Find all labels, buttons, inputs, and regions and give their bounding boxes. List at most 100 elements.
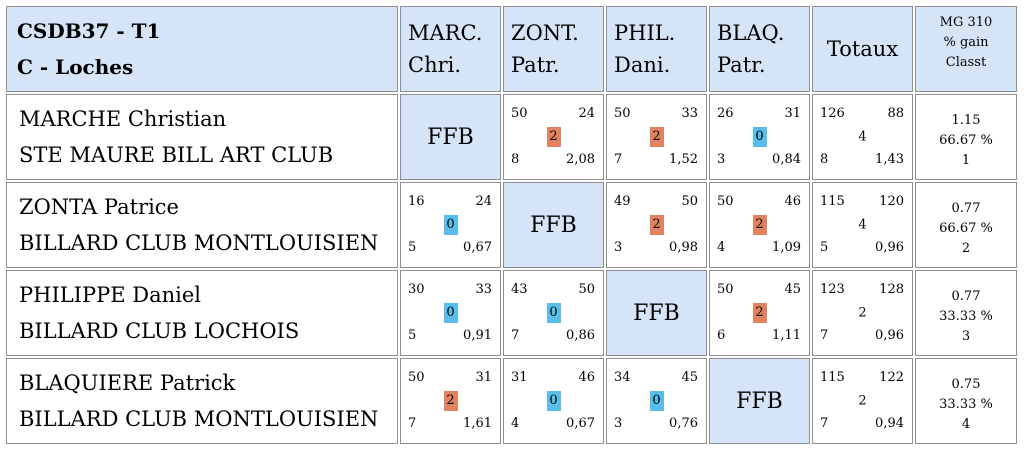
points-scored: 50	[717, 194, 734, 209]
average: 1,61	[463, 416, 492, 431]
points-conceded: 46	[578, 370, 595, 385]
total-average: 1,43	[875, 152, 904, 167]
total-average: 0,96	[875, 240, 904, 255]
match-points-badge: 0	[546, 391, 561, 411]
points-scored: 31	[511, 370, 528, 385]
win-percentage: 66.67 %	[939, 133, 993, 148]
column-header-line-2: Patr.	[511, 53, 560, 77]
innings: 3	[717, 152, 726, 167]
ffb-cell: FFB	[503, 182, 604, 268]
column-header-line-2: Chri.	[408, 53, 462, 77]
points-conceded: 45	[681, 370, 698, 385]
innings: 4	[511, 416, 520, 431]
match-cell: 50 46 2 4 1,09	[709, 182, 810, 268]
ffb-cell: FFB	[709, 358, 810, 444]
win-percentage: 66.67 %	[939, 221, 993, 236]
player-cell: MARCHE Christian STE MAURE BILL ART CLUB	[6, 94, 398, 180]
total-innings: 7	[820, 328, 829, 343]
totals-cell: 123 128 2 7 0,96	[812, 270, 913, 356]
match-points-badge: 0	[443, 303, 458, 323]
points-scored: 50	[717, 282, 734, 297]
stats-cell: 0.75 33.33 % 4	[915, 358, 1017, 444]
column-header-line-1: BLAQ.	[717, 21, 785, 45]
match-points-badge: 0	[752, 127, 767, 147]
column-header-line-1: ZONT.	[511, 21, 579, 45]
ranking: 2	[961, 241, 971, 256]
general-average: 0.75	[951, 377, 981, 392]
title-line-2: C - Loches	[17, 55, 134, 79]
innings: 5	[408, 240, 417, 255]
column-header-zont: ZONT. Patr.	[503, 6, 604, 92]
total-match-points: 4	[858, 129, 867, 145]
player-club: STE MAURE BILL ART CLUB	[19, 143, 334, 167]
stats-cell: 0.77 66.67 % 2	[915, 182, 1017, 268]
column-header-line-2: Dani.	[614, 53, 671, 77]
points-conceded: 33	[681, 106, 698, 121]
match-cell: 43 50 0 7 0,86	[503, 270, 604, 356]
total-points-conceded: 128	[879, 282, 904, 297]
title-line-1: CSDB37 - T1	[17, 19, 161, 43]
total-points-conceded: 122	[879, 370, 904, 385]
player-name: PHILIPPE Daniel	[19, 283, 201, 307]
ffb-label: FFB	[530, 212, 577, 238]
average: 1,09	[772, 240, 801, 255]
average: 0,67	[463, 240, 492, 255]
points-scored: 30	[408, 282, 425, 297]
column-header-mg: MG 310 % gain Classt	[915, 6, 1017, 92]
points-scored: 50	[614, 106, 631, 121]
points-conceded: 24	[578, 106, 595, 121]
match-cell: 16 24 0 5 0,67	[400, 182, 501, 268]
match-cell: 49 50 2 3 0,98	[606, 182, 707, 268]
ranking: 1	[961, 153, 971, 168]
match-cell: 30 33 0 5 0,91	[400, 270, 501, 356]
player-cell: BLAQUIERE Patrick BILLARD CLUB MONTLOUIS…	[6, 358, 398, 444]
win-percentage: 33.33 %	[939, 309, 993, 324]
player-cell: PHILIPPE Daniel BILLARD CLUB LOCHOIS	[6, 270, 398, 356]
points-scored: 50	[408, 370, 425, 385]
player-club: BILLARD CLUB MONTLOUISIEN	[19, 231, 379, 255]
ffb-cell: FFB	[606, 270, 707, 356]
match-cell: 50 24 2 8 2,08	[503, 94, 604, 180]
average: 0,76	[669, 416, 698, 431]
average: 0,91	[463, 328, 492, 343]
points-scored: 50	[511, 106, 528, 121]
points-conceded: 24	[475, 194, 492, 209]
match-cell: 50 33 2 7 1,52	[606, 94, 707, 180]
points-scored: 49	[614, 194, 631, 209]
match-points-badge: 0	[546, 303, 561, 323]
average: 0,84	[772, 152, 801, 167]
total-match-points: 2	[858, 393, 867, 409]
total-innings: 7	[820, 416, 829, 431]
totals-cell: 126 88 4 8 1,43	[812, 94, 913, 180]
total-innings: 5	[820, 240, 829, 255]
innings: 6	[717, 328, 726, 343]
column-header-totals: Totaux	[812, 6, 913, 92]
points-conceded: 45	[784, 282, 801, 297]
total-points-conceded: 88	[887, 106, 904, 121]
total-match-points: 2	[858, 305, 867, 321]
total-points-scored: 115	[820, 194, 845, 209]
points-conceded: 50	[578, 282, 595, 297]
ranking: 3	[961, 329, 971, 344]
column-header-phil: PHIL. Dani.	[606, 6, 707, 92]
total-points-scored: 115	[820, 370, 845, 385]
player-club: BILLARD CLUB LOCHOIS	[19, 319, 300, 343]
totals-cell: 115 122 2 7 0,94	[812, 358, 913, 444]
match-cell: 26 31 0 3 0,84	[709, 94, 810, 180]
total-match-points: 4	[858, 217, 867, 233]
ffb-label: FFB	[633, 300, 680, 326]
total-points-conceded: 120	[879, 194, 904, 209]
points-conceded: 31	[784, 106, 801, 121]
average: 0,67	[566, 416, 595, 431]
match-points-badge: 2	[752, 303, 767, 323]
match-points-badge: 2	[649, 127, 664, 147]
innings: 3	[614, 240, 623, 255]
match-points-badge: 2	[752, 215, 767, 235]
total-average: 0,94	[875, 416, 904, 431]
innings: 8	[511, 152, 520, 167]
player-club: BILLARD CLUB MONTLOUISIEN	[19, 407, 379, 431]
total-points-scored: 126	[820, 106, 845, 121]
totals-cell: 115 120 4 5 0,96	[812, 182, 913, 268]
points-scored: 26	[717, 106, 734, 121]
match-cell: 50 45 2 6 1,11	[709, 270, 810, 356]
